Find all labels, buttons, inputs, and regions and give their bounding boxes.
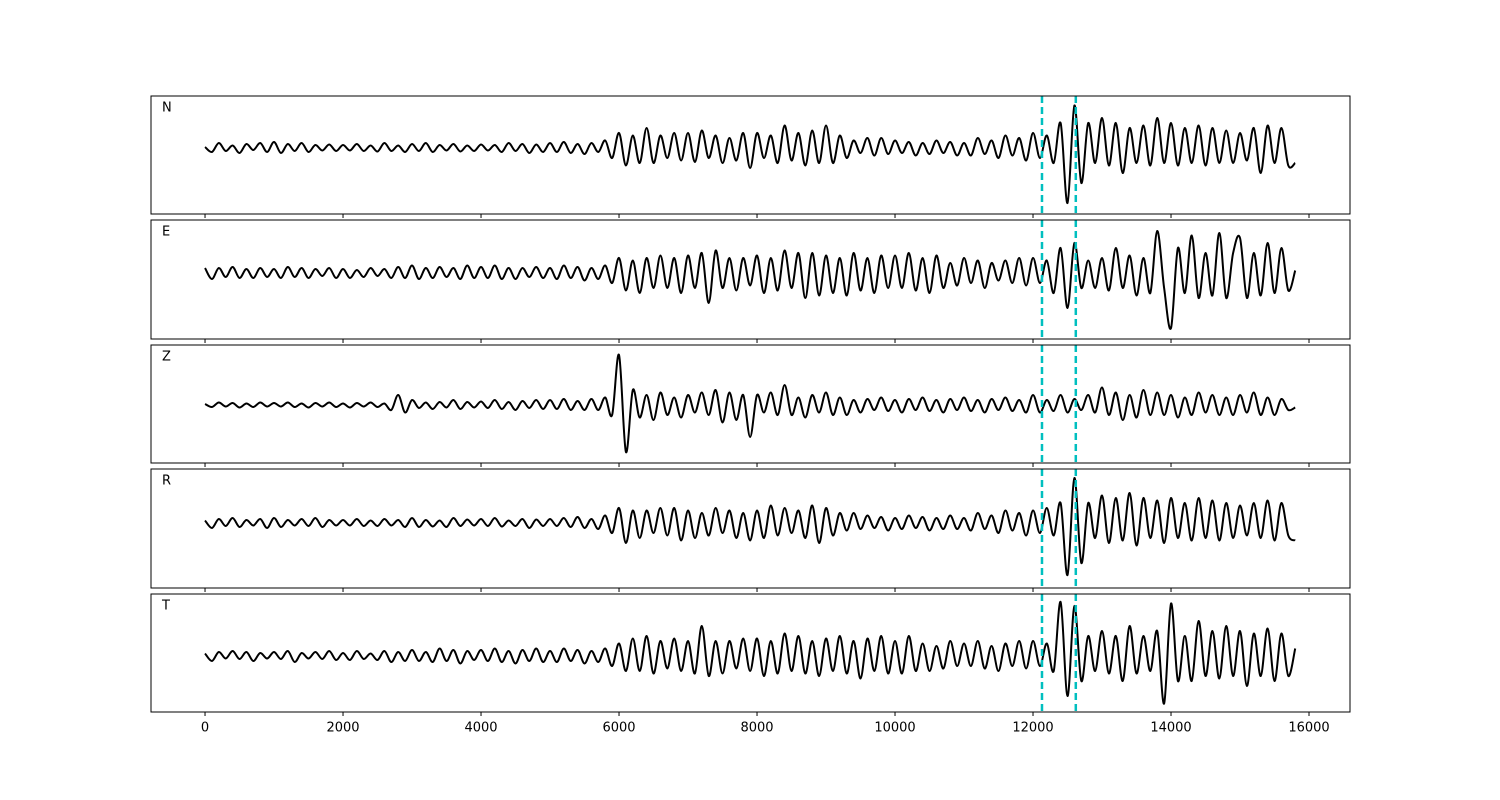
- x-tick-label: 12000: [1012, 721, 1053, 736]
- panel-label: Z: [162, 350, 171, 365]
- trace: [204, 353, 1296, 454]
- trace: [204, 476, 1296, 577]
- panel-frame: [150, 468, 1351, 589]
- trace: [204, 104, 1296, 205]
- x-tick-label: 0: [201, 721, 209, 736]
- panel-frame: [150, 593, 1351, 713]
- panel-frame: [150, 344, 1351, 464]
- panel-label: R: [162, 474, 171, 489]
- panel-frame: [150, 95, 1351, 215]
- trace: [204, 229, 1297, 330]
- panel-label: T: [161, 599, 170, 614]
- x-tick-label: 6000: [602, 721, 635, 736]
- trace: [204, 600, 1297, 705]
- panel-label: N: [162, 101, 172, 116]
- x-tick-label: 2000: [326, 721, 359, 736]
- panel-label: E: [162, 225, 170, 240]
- x-tick-label: 10000: [874, 721, 915, 736]
- x-tick-label: 14000: [1150, 721, 1191, 736]
- panel-frame: [150, 219, 1351, 340]
- x-tick-label: 8000: [740, 721, 773, 736]
- x-tick-label: 4000: [464, 721, 497, 736]
- x-tick-label: 16000: [1288, 721, 1329, 736]
